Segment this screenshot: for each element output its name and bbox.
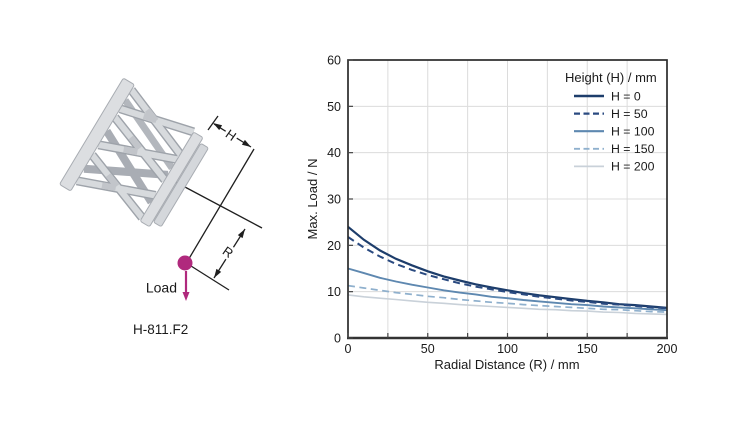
y-tick-label: 40 [327,146,341,160]
load-arrow-head [182,292,190,301]
h-dim-arrow-start [213,123,223,131]
y-tick-label: 20 [327,239,341,253]
series-line-h-50 [347,236,668,310]
y-tick-label: 0 [334,332,341,346]
legend-label: H = 100 [611,125,655,139]
y-tick-label: 30 [327,193,341,207]
y-tick-label: 60 [327,54,341,68]
x-tick-label: 0 [345,342,352,356]
hexapod-base-plate [59,78,135,191]
load-label: Load [146,280,177,296]
x-tick-label: 50 [421,342,435,356]
chart-tick-labels: 0 50 100 150 200 0 10 20 30 40 50 60 [327,54,677,357]
series-line-h-100 [347,267,668,312]
x-tick-label: 200 [657,342,678,356]
h-dimension: H [207,115,252,148]
load-plane-line [190,265,230,291]
y-axis-title: Max. Load / N [305,159,320,240]
legend-label: H = 200 [611,160,655,174]
hexapod-graphic [59,78,209,227]
chart-ticks [347,59,668,339]
y-tick-label: 50 [327,100,341,114]
hexapod-platform-flange [153,143,209,227]
legend-title: Height (H) / mm [565,70,657,85]
x-tick-label: 150 [577,342,598,356]
chart-gridlines [348,60,667,338]
hexapod-strut-far [83,164,169,179]
load-point [177,255,193,271]
series-line-h-200 [347,294,668,316]
r-label-mask [218,242,238,262]
series-line-h-150 [347,284,668,313]
x-axis-title: Radial Distance (R) / mm [434,357,579,372]
axis-reference-line [186,148,255,263]
hexapod-illustration: H R Load H-811.F2 [59,78,263,337]
y-tick-label: 10 [327,285,341,299]
r-dim-arrow-end [214,268,222,278]
hexapod-struts [75,87,195,221]
r-dim-arrow-start [237,229,245,239]
chart-series-lines [347,225,668,316]
model-label: H-811.F2 [133,322,188,337]
legend-label: H = 150 [611,142,655,156]
x-tick-label: 100 [497,342,518,356]
load-marker [177,255,193,301]
r-dimension: R [190,228,246,291]
h-dim-arrow-end [241,139,251,147]
h-label-mask [221,125,241,145]
legend-label: H = 0 [611,89,641,103]
hexapod-platform-plate [140,132,203,227]
legend-label: H = 50 [611,107,648,121]
chart-legend: Height (H) / mm H = 0 H = 50 H = 100 H = 15… [565,70,657,174]
